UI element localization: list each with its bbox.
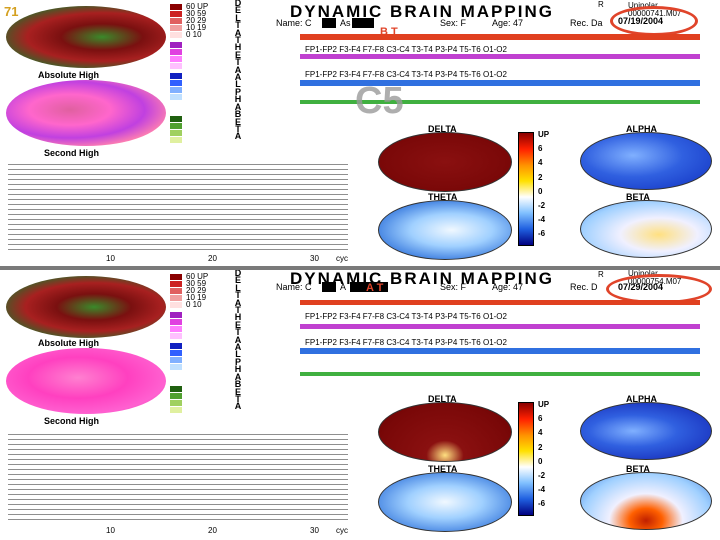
slide-number: 71 (4, 4, 19, 19)
trace-purple (300, 324, 700, 329)
color-scale-bar (518, 132, 534, 246)
trace-red (300, 34, 700, 40)
trace-green (300, 372, 700, 376)
panel-top: 71 Absolute High Second High 60 UP 30 59… (0, 0, 720, 268)
channel-labels-2: FP1-FP2 F3-F4 F7-F8 C3-C4 T3-T4 P3-P4 T5… (305, 338, 507, 347)
channel-labels: FP1-FP2 F3-F4 F7-F8 C3-C4 T3-T4 P3-P4 T5… (305, 312, 507, 321)
beta-map (580, 472, 712, 530)
color-scale-bar (518, 402, 534, 516)
theta-map (378, 472, 512, 532)
redaction-box (322, 282, 336, 292)
absolute-high-map (6, 6, 166, 68)
channel-labels-2: FP1-FP2 F3-F4 F7-F8 C3-C4 T3-T4 P3-P4 T5… (305, 70, 507, 79)
name-label: Name: C (276, 18, 312, 28)
channel-labels: FP1-FP2 F3-F4 F7-F8 C3-C4 T3-T4 P3-P4 T5… (305, 45, 507, 54)
band-legend: 60 UP 30 59 20 29 10 19 0 10 (170, 272, 230, 422)
trace-purple (300, 54, 700, 59)
patient-initials: A T (366, 282, 384, 294)
redaction-box (352, 18, 374, 28)
trace-red (300, 300, 700, 305)
panel-separator (0, 266, 720, 270)
theta-map (378, 200, 512, 260)
sex-label: Sex: F (440, 18, 467, 28)
alpha-map (580, 402, 712, 460)
panel-bottom: Absolute High Second High 60 UP 30 59 20… (0, 270, 720, 538)
sex-label: Sex: F (440, 282, 467, 292)
age-label: Age: 47 (492, 282, 524, 292)
redaction-box (322, 18, 336, 28)
trace-blue (300, 348, 700, 354)
watermark-label: C5 (355, 80, 404, 122)
beta-map (580, 200, 712, 258)
second-high-label: Second High (44, 148, 100, 158)
page-title: DYNAMIC BRAIN MAPPING (290, 2, 554, 21)
band-legend: 60 UP 30 59 20 29 10 19 0 10 (170, 2, 230, 152)
name-label: Name: C (276, 282, 312, 292)
trace-blue (300, 80, 700, 86)
trace-green (300, 100, 700, 104)
absolute-high-label: Absolute High (38, 70, 99, 80)
spectrum-trace-area (8, 160, 348, 252)
delta-map (378, 402, 512, 462)
date-highlight-circle (610, 6, 698, 36)
delta-map (378, 132, 512, 192)
second-high-map (6, 80, 166, 146)
alpha-map (580, 132, 712, 190)
second-high-map (6, 348, 166, 414)
redaction-box (350, 282, 388, 292)
color-scale-labels: UP 6 4 2 0 -2 -4 -6 (538, 130, 550, 239)
age-label: Age: 47 (492, 18, 524, 28)
spectrum-trace-area (8, 430, 348, 522)
color-scale-labels: UP 6 4 2 0 -2 -4 -6 (538, 400, 550, 509)
absolute-high-map (6, 276, 166, 338)
